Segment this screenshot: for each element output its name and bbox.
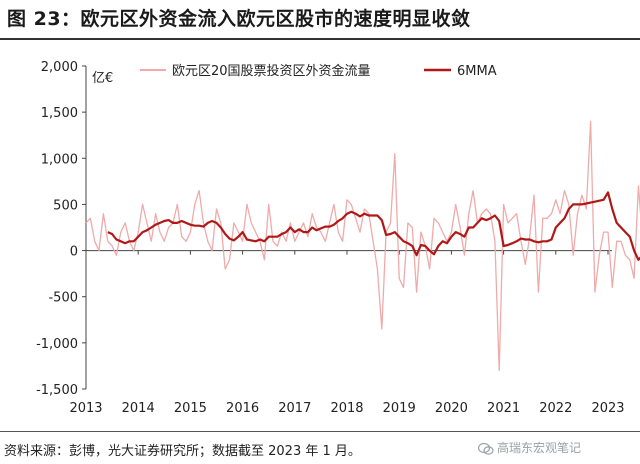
chart-title: 图 23：欧元区外资金流入欧元区股市的速度明显收敛 (7, 8, 471, 30)
monthly-flow-series (85, 120, 640, 372)
x-tick-label: 2019 (383, 401, 416, 416)
x-tick-label: 2013 (69, 401, 102, 416)
x-tick-label: 2016 (226, 401, 259, 416)
chart-axes: -1,500 -1,000 -500 0 500 1,000 1,500 2,000 2013 2… (36, 60, 624, 416)
y-tick-label: 0 (70, 245, 78, 260)
legend-label-mma: 6MMA (457, 64, 497, 79)
title-divider (0, 38, 640, 40)
legend-label-monthly: 欧元区20国股票投资区外资金流量 (172, 63, 371, 79)
chart-legend: 欧元区20国股票投资区外资金流量 6MMA (140, 63, 497, 79)
x-tick-label: 2018 (330, 401, 363, 416)
mma-series (107, 191, 640, 261)
x-tick-label: 2020 (435, 401, 468, 416)
watermark-text: 高瑞东宏观笔记 (497, 441, 582, 455)
x-tick-label: 2014 (122, 401, 155, 416)
footer-divider (0, 431, 640, 432)
x-tick-label: 2023 (591, 401, 624, 416)
mma-line (107, 191, 640, 261)
y-tick-label: -500 (48, 291, 78, 306)
y-tick-label: 500 (53, 198, 78, 213)
y-tick-label: 1,000 (41, 152, 78, 167)
y-tick-label: -1,000 (36, 337, 78, 352)
x-tick-label: 2022 (539, 401, 572, 416)
x-tick-label: 2021 (487, 401, 520, 416)
y-tick-label: 2,000 (41, 60, 78, 75)
watermark: 高瑞东宏观笔记 (478, 439, 581, 456)
wechat-icon (478, 442, 494, 455)
monthly-flow-line (85, 120, 640, 372)
x-tick-label: 2017 (278, 401, 311, 416)
x-tick-label: 2015 (174, 401, 207, 416)
y-unit-label: 亿€ (92, 71, 113, 86)
fund-flow-chart: -1,500 -1,000 -500 0 500 1,000 1,500 2,000 2013 2… (36, 60, 640, 416)
source-note: 资料来源：彭博，光大证券研究所；数据截至 2023 年 1 月。 (4, 444, 361, 459)
y-tick-label: 1,500 (41, 106, 78, 121)
y-tick-label: -1,500 (36, 383, 78, 398)
